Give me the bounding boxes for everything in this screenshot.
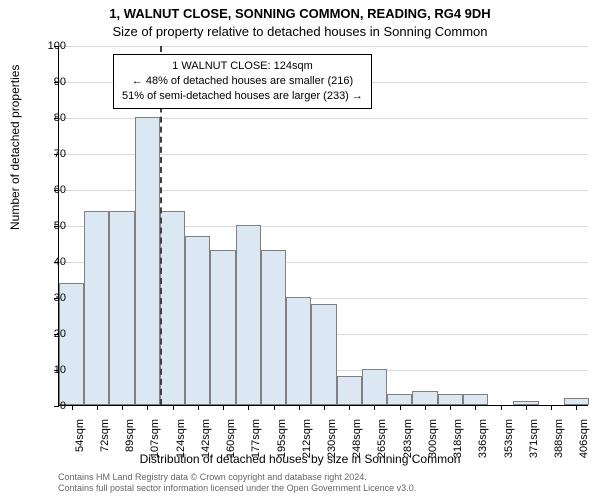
credits-line-2: Contains full postal sector information … [58,483,416,494]
bar [236,225,261,405]
bar [286,297,311,405]
x-tick-mark [576,405,577,410]
bar [84,211,109,405]
y-tick-label: 90 [36,76,66,88]
x-tick-mark [299,405,300,410]
bar [362,369,387,405]
bar [564,398,589,405]
annotation-box: 1 WALNUT CLOSE: 124sqm← 48% of detached … [113,54,372,109]
x-tick-mark [97,405,98,410]
x-tick-mark [374,405,375,410]
x-tick-mark [147,405,148,410]
x-tick-mark [400,405,401,410]
y-tick-label: 30 [36,292,66,304]
y-tick-label: 80 [36,112,66,124]
x-tick-label: 72sqm [95,419,111,452]
bar [412,391,437,405]
bar [387,394,412,405]
x-tick-label: 54sqm [70,419,86,452]
x-tick-mark [324,405,325,410]
bar [185,236,210,405]
x-tick-mark [551,405,552,410]
x-axis-caption: Distribution of detached houses by size … [0,452,600,466]
gridline-h [59,46,588,47]
y-tick-label: 20 [36,328,66,340]
bar [135,117,160,405]
bar [210,250,235,405]
bar [160,211,185,405]
x-tick-label: 89sqm [120,419,136,452]
plot-area: 54sqm72sqm89sqm107sqm124sqm142sqm160sqm1… [58,46,588,406]
annotation-line-2: ← 48% of detached houses are smaller (21… [122,74,363,89]
y-tick-label: 0 [36,400,66,412]
annotation-line-1: 1 WALNUT CLOSE: 124sqm [122,59,363,74]
x-tick-mark [223,405,224,410]
x-tick-mark [72,405,73,410]
chart-title: 1, WALNUT CLOSE, SONNING COMMON, READING… [0,6,600,21]
x-tick-mark [501,405,502,410]
page-root: 1, WALNUT CLOSE, SONNING COMMON, READING… [0,0,600,500]
y-axis-label: Number of detached properties [8,65,22,230]
bar [438,394,463,405]
y-tick-label: 50 [36,220,66,232]
y-tick-label: 100 [36,40,66,52]
y-tick-label: 40 [36,256,66,268]
annotation-line-3: 51% of semi-detached houses are larger (… [122,89,363,104]
x-tick-mark [248,405,249,410]
bar [109,211,134,405]
x-tick-mark [475,405,476,410]
x-tick-mark [198,405,199,410]
x-tick-mark [274,405,275,410]
bar [261,250,286,405]
bar [463,394,488,405]
x-tick-mark [349,405,350,410]
x-tick-mark [173,405,174,410]
credits: Contains HM Land Registry data © Crown c… [58,472,416,495]
x-tick-mark [526,405,527,410]
x-tick-mark [122,405,123,410]
x-tick-mark [450,405,451,410]
y-tick-label: 60 [36,184,66,196]
y-tick-label: 10 [36,364,66,376]
chart-subtitle: Size of property relative to detached ho… [0,24,600,39]
bar [311,304,336,405]
y-tick-label: 70 [36,148,66,160]
credits-line-1: Contains HM Land Registry data © Crown c… [58,472,416,483]
x-tick-mark [425,405,426,410]
bar [337,376,362,405]
